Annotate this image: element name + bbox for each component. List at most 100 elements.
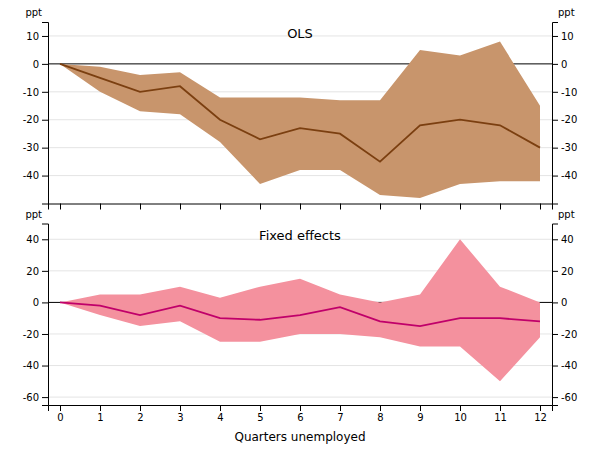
x-axis [49, 204, 553, 210]
tick-label: -20 [23, 114, 39, 125]
tick: -40 [552, 360, 577, 371]
tick-label: 7 [337, 412, 343, 423]
tick-mark [380, 405, 381, 411]
axis-line [553, 23, 559, 205]
tick-label: -20 [561, 114, 577, 125]
tick-label: 0 [33, 59, 39, 70]
tick [60, 204, 61, 210]
tick-mark [42, 64, 48, 65]
tick: -20 [23, 114, 48, 125]
tick-label: 0 [561, 297, 567, 308]
y-axis-right: 40200-20-40-60 [552, 224, 577, 406]
tick-mark [60, 405, 61, 411]
y-unit-label: ppt [25, 7, 42, 18]
tick: 10 [454, 405, 467, 423]
tick-label: 40 [26, 234, 39, 245]
tick-mark [552, 271, 558, 272]
tick-mark [180, 405, 181, 411]
tick-mark [552, 64, 558, 65]
tick: -40 [23, 360, 48, 371]
tick: 2 [137, 405, 143, 423]
grid-line [48, 397, 552, 398]
tick: 1 [97, 405, 103, 423]
panel: 40200-20-40-6040200-20-40-60012345678910… [23, 209, 578, 445]
tick: 0 [552, 59, 567, 70]
y-axis: 10 0 -10 -20 -30 -40 [23, 23, 49, 205]
grid-line [48, 365, 552, 366]
tick-mark [220, 405, 221, 411]
tick-label: 9 [417, 412, 423, 423]
plot-area [60, 42, 540, 198]
tick-label: 10 [26, 31, 39, 42]
tick: 0 [552, 297, 567, 308]
tick: -30 [23, 142, 48, 153]
tick: -60 [552, 392, 577, 403]
tick-mark [42, 120, 48, 121]
y-axis-right: 100-10-20-30-40 [552, 23, 577, 205]
tick-mark [500, 405, 501, 411]
tick-mark [220, 204, 221, 210]
tick-label: 2 [137, 412, 143, 423]
tick-mark [552, 120, 558, 121]
tick-label: 5 [257, 412, 263, 423]
tick: 4 [217, 405, 223, 423]
tick: 12 [534, 405, 547, 423]
tick-mark [552, 366, 558, 367]
axis-line [49, 406, 553, 412]
tick-label: 6 [297, 412, 303, 423]
tick-label: -30 [23, 142, 39, 153]
tick-mark [300, 204, 301, 210]
tick-mark [42, 148, 48, 149]
tick-mark [42, 239, 48, 240]
tick-mark [500, 204, 501, 210]
tick: 7 [337, 405, 343, 423]
tick-label: 40 [561, 234, 574, 245]
x-axis-title: Quarters unemployed [234, 430, 365, 444]
tick: 11 [494, 405, 507, 423]
tick: -10 [23, 87, 48, 98]
tick-label: -20 [561, 329, 577, 340]
chart: 100-10-20-30-40100-10-20-30-40OLSpptppt4… [0, 0, 600, 451]
confidence-band [60, 42, 540, 198]
tick: -40 [552, 170, 577, 181]
tick [500, 204, 501, 210]
tick-mark [42, 271, 48, 272]
tick-mark [42, 302, 48, 303]
tick-mark [42, 397, 48, 398]
tick: 40 [552, 234, 574, 245]
tick-label: 0 [561, 59, 567, 70]
tick-mark [42, 176, 48, 177]
tick: -20 [552, 329, 577, 340]
tick-mark [552, 148, 558, 149]
tick: 0 [33, 59, 48, 70]
tick-label: 10 [454, 412, 467, 423]
confidence-band [60, 239, 540, 381]
tick [460, 204, 461, 210]
tick: 0 [57, 405, 63, 423]
tick-mark [300, 405, 301, 411]
tick-mark [380, 204, 381, 210]
tick: -40 [23, 170, 48, 181]
axis-line [553, 224, 559, 406]
tick-label: -30 [561, 142, 577, 153]
tick [380, 204, 381, 210]
tick-label: 0 [33, 297, 39, 308]
tick: 40 [26, 234, 48, 245]
tick [420, 204, 421, 210]
tick-mark [552, 302, 558, 303]
x-axis: 0123456789101112 [49, 405, 553, 423]
tick-mark [100, 405, 101, 411]
tick-mark [42, 366, 48, 367]
tick: -10 [552, 87, 577, 98]
tick-mark [42, 92, 48, 93]
tick-mark [552, 92, 558, 93]
tick [340, 204, 341, 210]
tick-label: -60 [23, 392, 39, 403]
tick [180, 204, 181, 210]
tick-label: -40 [561, 360, 577, 371]
tick-mark [100, 204, 101, 210]
tick-mark [552, 397, 558, 398]
tick: -20 [552, 114, 577, 125]
axis-line [42, 23, 49, 205]
tick-mark [140, 405, 141, 411]
